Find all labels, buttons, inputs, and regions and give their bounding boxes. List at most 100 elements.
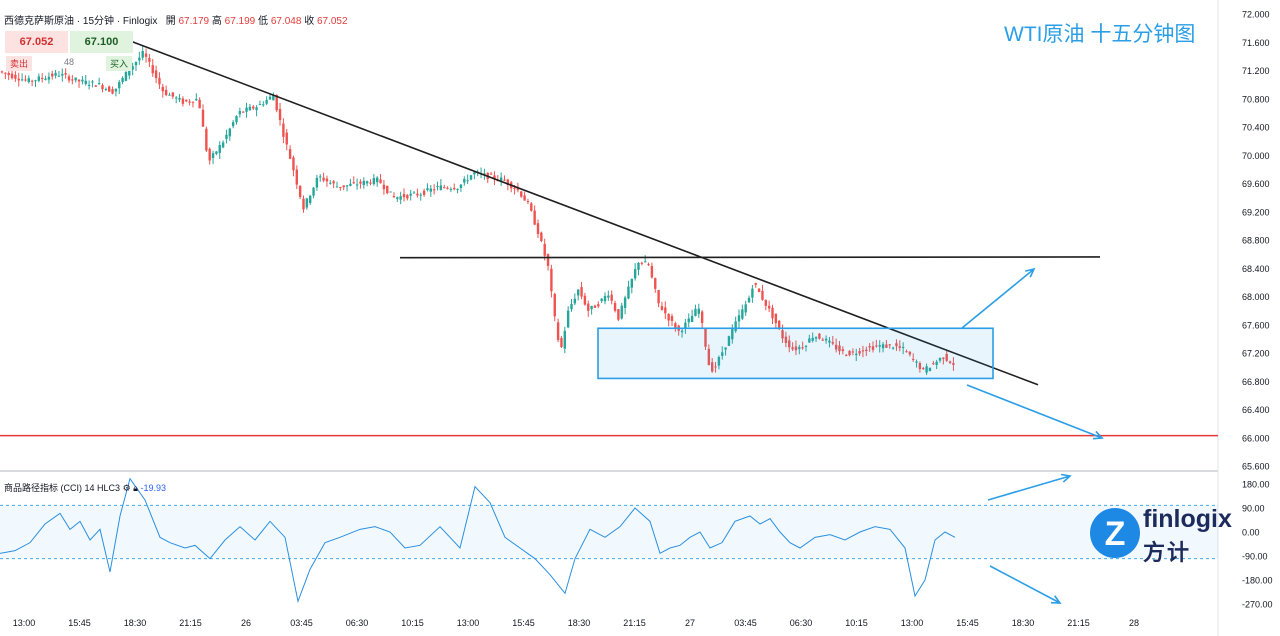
candle-body xyxy=(154,70,158,79)
time-tick-label: 13:00 xyxy=(901,618,924,628)
candle-body xyxy=(687,318,690,323)
candle-body xyxy=(771,307,774,319)
price-tick-label: 68.800 xyxy=(1242,236,1270,246)
candle-body xyxy=(369,182,372,184)
candle-body xyxy=(523,195,526,201)
candle-body xyxy=(161,86,164,92)
candle-body xyxy=(804,345,808,347)
candle-body xyxy=(221,142,225,148)
candle-body xyxy=(563,330,566,349)
candle-body xyxy=(818,333,821,339)
candle-body xyxy=(185,99,188,102)
candle-body xyxy=(754,283,757,285)
candle-body xyxy=(707,348,711,366)
candle-body xyxy=(422,190,426,195)
candle-body xyxy=(791,347,794,350)
candle-body xyxy=(111,89,114,94)
low-value: 67.048 xyxy=(270,16,302,27)
candle-body xyxy=(757,288,761,292)
candle-body xyxy=(945,353,948,361)
candle-body xyxy=(429,188,432,192)
candle-body xyxy=(20,79,24,81)
candle-body xyxy=(721,352,724,356)
candle-body xyxy=(610,294,613,301)
arrow-down-cci xyxy=(989,565,1061,604)
candle-body xyxy=(925,366,928,373)
candle-body xyxy=(288,149,292,159)
candle-body xyxy=(700,311,704,324)
candle-body xyxy=(459,184,463,189)
candle-body xyxy=(640,262,644,264)
price-axis: 65.600 66.000 66.400 66.800 67.200 67.600 68.0… xyxy=(1242,10,1270,472)
candle-body xyxy=(319,176,322,178)
candle-body xyxy=(637,262,640,270)
candle-body xyxy=(352,182,355,184)
candle-body xyxy=(178,97,181,100)
candle-body xyxy=(309,195,312,203)
cci-tick-label: 0.00 xyxy=(1242,528,1260,538)
candle-body xyxy=(778,320,781,329)
arrow-down-main xyxy=(966,384,1103,439)
candle-body xyxy=(87,84,91,86)
time-tick-label: 15:45 xyxy=(512,618,535,628)
indicator-settings-icon[interactable]: ⚙ xyxy=(122,483,131,493)
sell-label[interactable]: 卖出 xyxy=(6,56,33,71)
logo-mark-letter: Z xyxy=(1105,515,1126,553)
candle-body xyxy=(674,323,677,330)
candle-body xyxy=(231,122,235,127)
candle-body xyxy=(389,191,392,193)
candle-body xyxy=(436,185,439,187)
candle-body xyxy=(684,322,687,328)
candle-body xyxy=(268,96,272,100)
candle-body xyxy=(195,98,198,101)
candle-body xyxy=(767,305,771,309)
candle-body xyxy=(164,89,168,96)
time-tick-label: 10:15 xyxy=(401,618,424,628)
time-tick-label: 15:45 xyxy=(68,618,91,628)
candle-body xyxy=(449,188,453,190)
candle-body xyxy=(295,169,298,185)
candle-body xyxy=(660,306,664,310)
candle-body xyxy=(248,106,252,111)
price-tick-label: 68.400 xyxy=(1242,264,1270,274)
candle-body xyxy=(566,310,570,328)
candle-body xyxy=(630,278,633,288)
candle-body xyxy=(104,88,108,90)
finlogix-logo: Z xyxy=(1090,508,1140,558)
candle-body xyxy=(262,104,265,106)
buy-price-button[interactable]: 67.100 xyxy=(70,31,133,53)
candle-body xyxy=(141,51,144,58)
candle-body xyxy=(426,188,429,191)
candle-body xyxy=(654,278,657,289)
arrow-up-cci xyxy=(987,475,1071,501)
candle-body xyxy=(831,342,834,344)
candle-body xyxy=(580,287,583,297)
candle-body xyxy=(215,151,218,154)
sell-price-button[interactable]: 67.052 xyxy=(5,31,68,53)
candle-body xyxy=(382,184,386,190)
candle-body xyxy=(218,145,221,153)
candle-body xyxy=(922,368,925,370)
candle-body xyxy=(446,187,449,189)
candle-body xyxy=(577,289,580,296)
cci-tick-label: 180.00 xyxy=(1242,480,1270,490)
price-tick-label: 66.800 xyxy=(1242,377,1270,387)
candle-body xyxy=(845,355,848,357)
candle-body xyxy=(138,57,141,61)
chart-title: WTI原油 十五分钟图 xyxy=(1004,23,1196,46)
candle-body xyxy=(503,179,506,181)
cci-band xyxy=(0,505,1218,559)
time-tick-label: 03:45 xyxy=(734,618,757,628)
buy-label[interactable]: 买入 xyxy=(106,56,133,71)
indicator-lock-icon[interactable]: 🔒︎ xyxy=(133,483,138,493)
candle-body xyxy=(469,175,473,180)
candle-body xyxy=(64,73,67,75)
arrow-up-cci-head xyxy=(1060,473,1072,483)
candle-body xyxy=(432,189,436,191)
candle-body xyxy=(848,350,851,356)
candle-body xyxy=(714,366,717,368)
candle-body xyxy=(593,305,597,308)
candle-body xyxy=(272,95,275,101)
time-tick-label: 27 xyxy=(685,618,695,628)
logo-wordmark: finlogix xyxy=(1143,505,1232,533)
